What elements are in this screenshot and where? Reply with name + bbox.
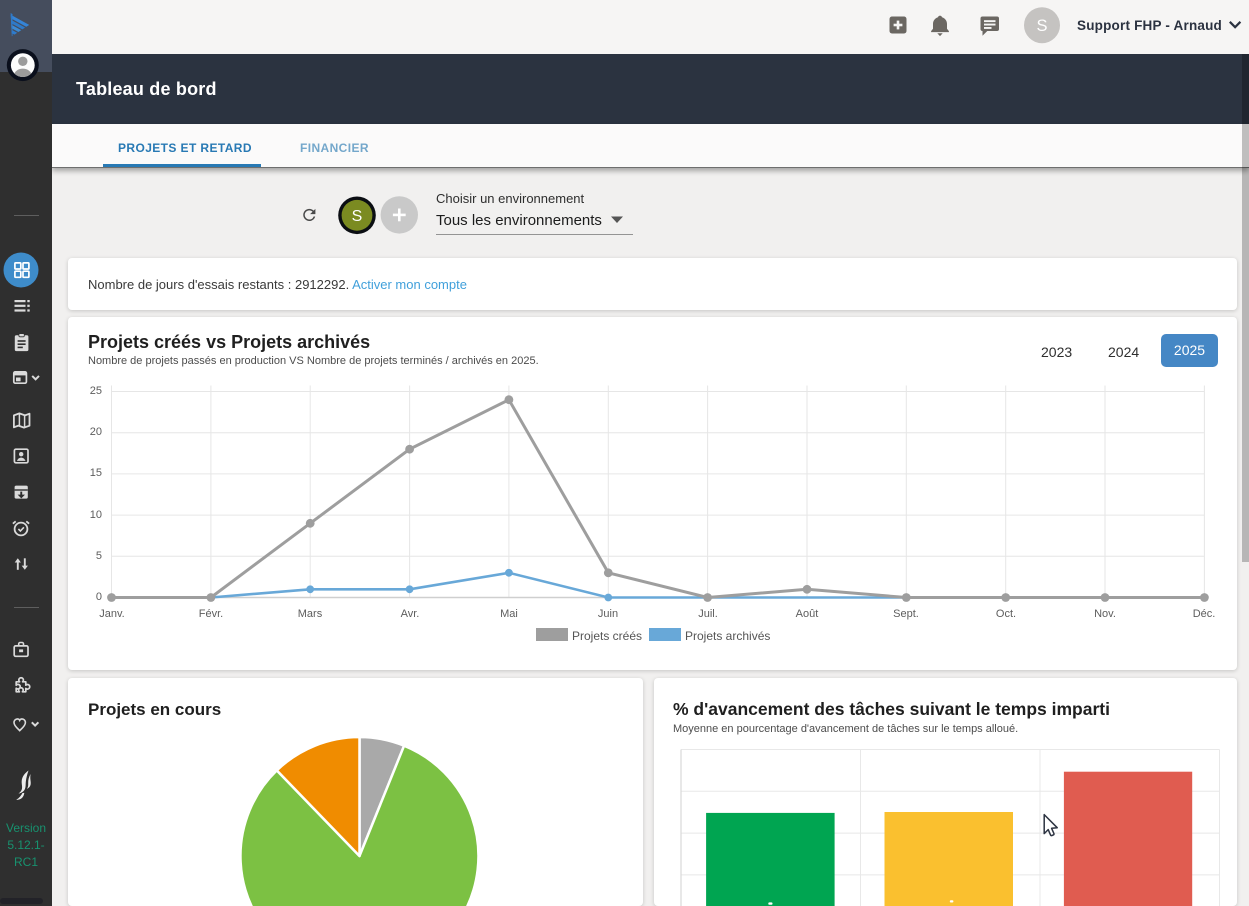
svg-text:S: S [352, 208, 363, 225]
